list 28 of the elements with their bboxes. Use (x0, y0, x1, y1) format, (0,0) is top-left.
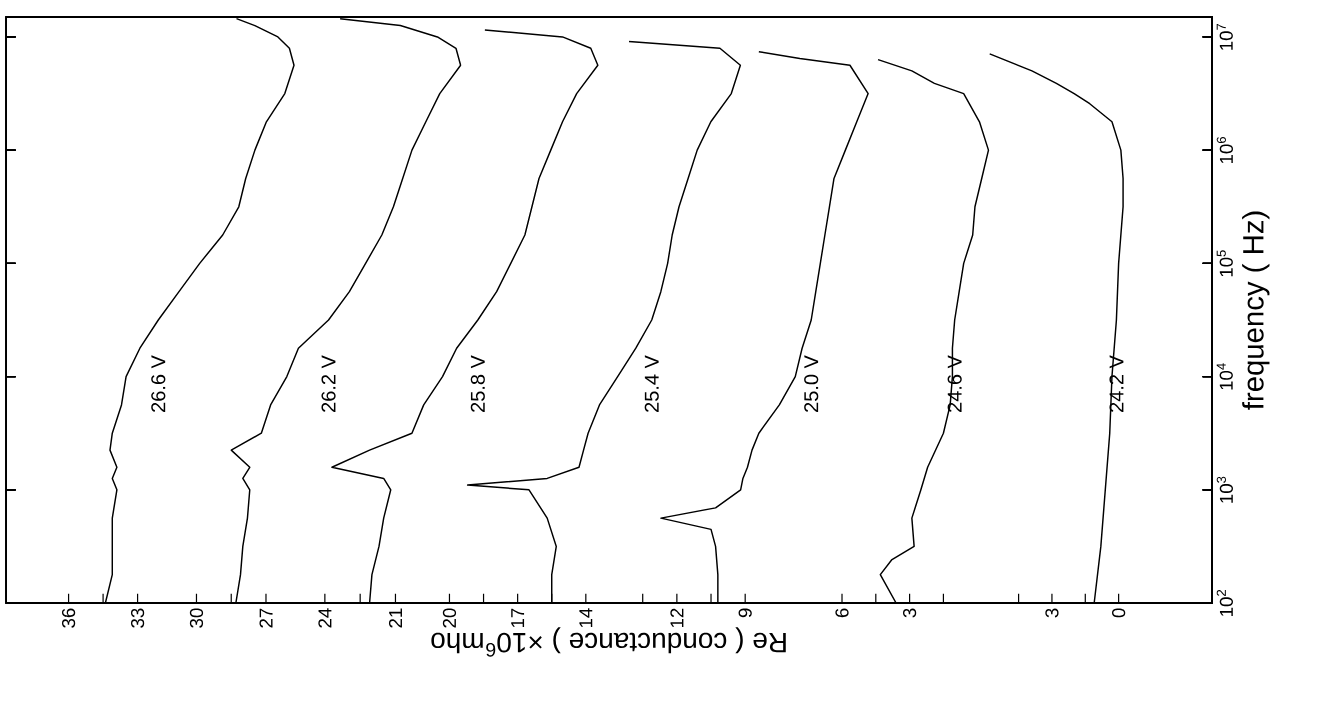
x-tick-label: 20 (442, 608, 457, 628)
x-tick-label: 17 (511, 608, 525, 628)
text: 25.4 V (644, 355, 659, 412)
text: 25.0 V (804, 355, 819, 412)
x-tick-label: 12 (670, 608, 684, 628)
x-tick-label: 9 (738, 608, 752, 618)
x-tick-label: 3 (902, 608, 917, 618)
x-tick-label: 27 (259, 608, 273, 628)
y-tick-label: 10$^{3}$ (1216, 476, 1233, 503)
y-tick-label: 10$^{5}$ (1216, 250, 1233, 277)
y-tick-label: 10$^{4}$ (1216, 363, 1233, 390)
x-tick-label: 21 (388, 608, 402, 628)
y-axis-title: frequency ( Hz) (1242, 211, 1270, 410)
x-tick-label: 3 (1045, 608, 1059, 618)
x-tick-label: 6 (835, 608, 849, 618)
x-tick-label: 30 (189, 608, 204, 628)
y-tick-label: 10$^{6}$ (1216, 137, 1233, 164)
y-tick-label: 10$^{7}$ (1216, 23, 1233, 50)
y-tick-label: 10$^{2}$ (1216, 589, 1233, 616)
x-tick-label: 36 (61, 608, 76, 628)
x-tick-label: 33 (130, 608, 145, 628)
x-tick-label: 14 (579, 608, 593, 628)
text: 26.6 V (151, 355, 166, 412)
x-tick-label: 0 (1112, 608, 1126, 618)
x-tick-label: 24 (318, 608, 332, 628)
text: 26.2 V (321, 355, 336, 412)
text: 25.8 V (470, 355, 485, 412)
x-axis-title: Re ( conductance ) ×10$^{6}$mho (431, 627, 786, 657)
